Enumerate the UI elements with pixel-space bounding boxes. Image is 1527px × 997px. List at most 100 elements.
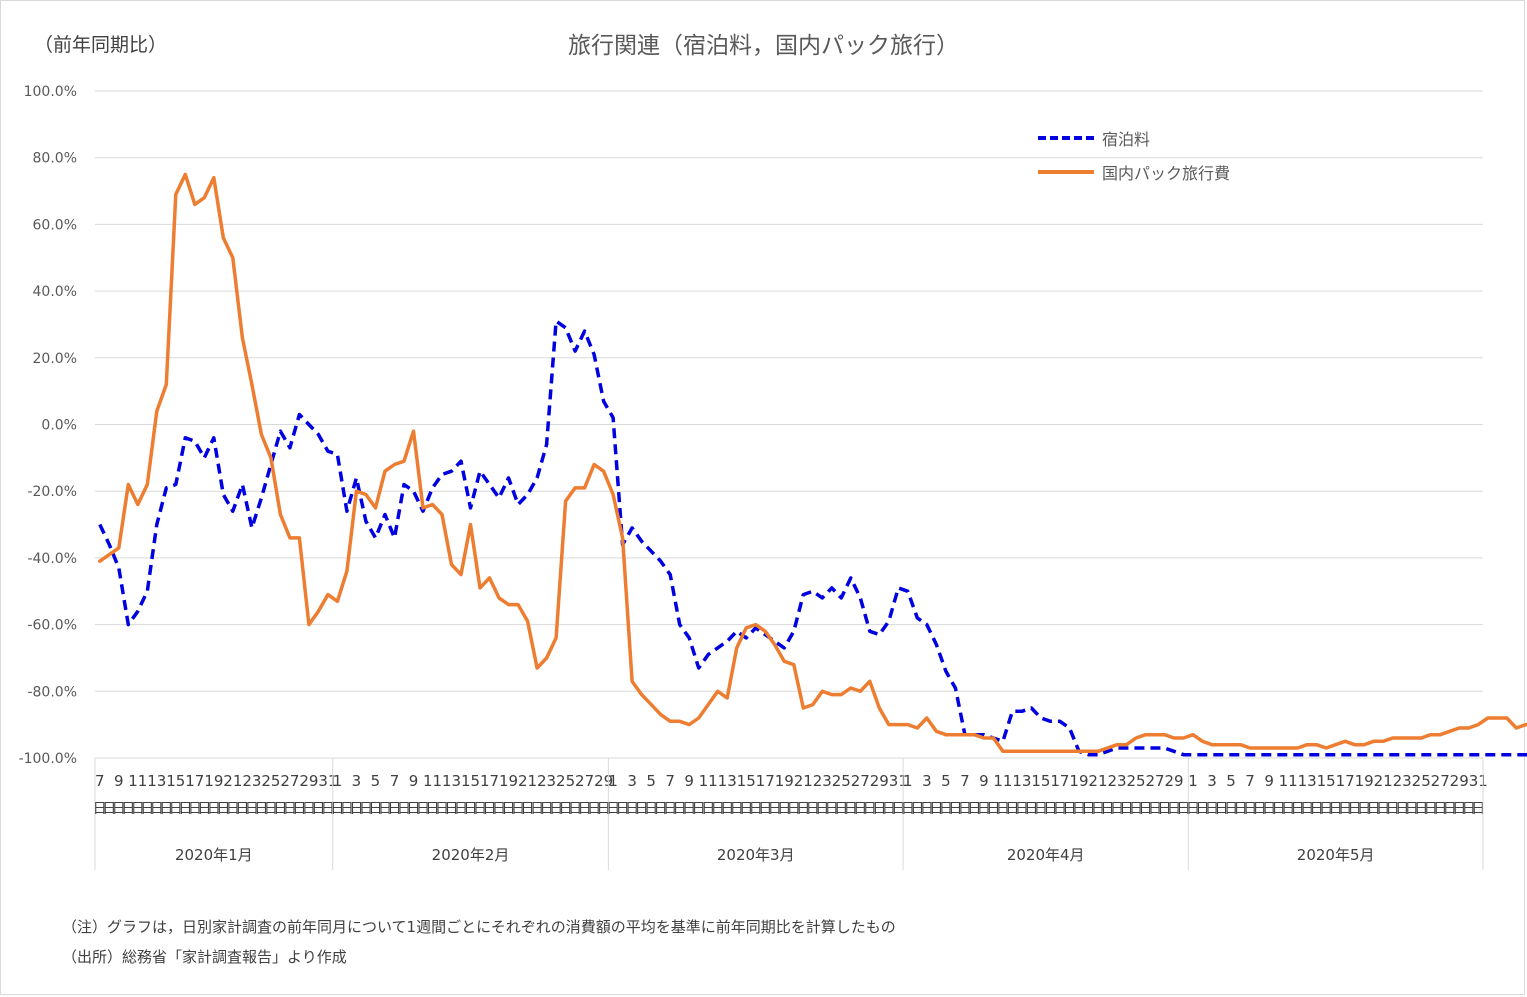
x-tick-day-char: 日 — [1215, 801, 1229, 817]
x-tick-day-char: 日 — [330, 801, 344, 817]
x-tick-day-char: 日 — [606, 801, 620, 817]
x-tick-day-char: 日 — [1424, 801, 1438, 817]
data-point — [460, 460, 463, 463]
chart-title: 旅行関連（宿泊料，国内パック旅行） — [568, 33, 959, 59]
x-tick-day-char: 日 — [521, 801, 535, 817]
data-point — [222, 236, 225, 239]
data-point — [1201, 740, 1204, 743]
data-point — [1439, 753, 1442, 756]
y-tick-label: 0.0% — [41, 418, 77, 434]
data-point — [212, 176, 215, 179]
data-point — [364, 520, 367, 523]
legend-item-shukuhakuryo: 宿泊料 — [1038, 127, 1150, 149]
data-point — [1420, 737, 1423, 740]
data-point — [1382, 753, 1385, 756]
x-tick-day-char: 日 — [863, 801, 877, 817]
data-point — [317, 433, 320, 436]
data-point — [517, 503, 520, 506]
x-tick-day-char: 日 — [1129, 801, 1143, 817]
data-point — [716, 646, 719, 649]
data-point — [650, 703, 653, 706]
data-point — [982, 733, 985, 736]
data-point — [1372, 740, 1375, 743]
x-tick-day-char: 日 — [406, 801, 420, 817]
data-point — [555, 320, 558, 323]
data-point — [849, 576, 852, 579]
x-tick-day-char: 日 — [321, 801, 335, 817]
data-point — [117, 546, 120, 549]
data-point — [878, 633, 881, 636]
x-tick-day-char: 日 — [815, 801, 829, 817]
data-point — [374, 536, 377, 539]
data-point — [612, 416, 615, 419]
x-tick-day-char: 日 — [530, 801, 544, 817]
x-tick-day-char: 日 — [302, 801, 316, 817]
x-tick-day-char: 日 — [454, 801, 468, 817]
data-point — [1163, 747, 1166, 750]
x-tick-day-char: 日 — [559, 801, 573, 817]
x-tick-day-char: 日 — [1300, 801, 1314, 817]
data-point — [1505, 753, 1508, 756]
x-tick-day-label: 23 — [242, 772, 261, 790]
data-point — [802, 593, 805, 596]
x-tick-day-char: 日 — [749, 801, 763, 817]
data-point — [203, 456, 206, 459]
data-point — [165, 486, 168, 489]
x-tick-day-label: 13 — [147, 772, 166, 790]
data-point — [1239, 743, 1242, 746]
data-point — [1477, 723, 1480, 726]
legend-label: 国内パック旅行費 — [1102, 164, 1231, 183]
x-tick-day-char: 日 — [977, 801, 991, 817]
data-point — [1249, 753, 1252, 756]
data-point — [412, 490, 415, 493]
data-point — [925, 623, 928, 626]
x-tick-day-char: 日 — [853, 801, 867, 817]
x-tick-day-char: 日 — [159, 801, 173, 817]
data-point — [555, 636, 558, 639]
x-tick-day-char: 日 — [663, 801, 677, 817]
x-tick-day-char: 日 — [673, 801, 687, 817]
data-point — [374, 506, 377, 509]
x-tick-day-char: 日 — [197, 801, 211, 817]
x-tick-day-char: 日 — [93, 801, 107, 817]
x-tick-day-char: 日 — [349, 801, 363, 817]
x-tick-day-label: 21 — [794, 772, 813, 790]
data-point — [1058, 750, 1061, 753]
data-point — [868, 680, 871, 683]
data-point — [1306, 743, 1309, 746]
x-tick-day-char: 日 — [1186, 801, 1200, 817]
x-tick-day-char: 日 — [1310, 801, 1324, 817]
x-tick-day-label: 29 — [870, 772, 889, 790]
x-tick-day-char: 日 — [1272, 801, 1286, 817]
data-point — [1268, 747, 1271, 750]
data-point — [1030, 707, 1033, 710]
data-point — [355, 490, 358, 493]
x-tick-day-char: 日 — [730, 801, 744, 817]
data-point — [441, 473, 444, 476]
data-point — [1258, 747, 1261, 750]
data-point — [1173, 737, 1176, 740]
data-point — [669, 573, 672, 576]
data-point — [1087, 753, 1090, 756]
data-point — [1268, 753, 1271, 756]
x-tick-day-label: 11 — [128, 772, 147, 790]
data-point — [1001, 740, 1004, 743]
data-point — [1296, 753, 1299, 756]
x-tick-day-char: 日 — [635, 801, 649, 817]
x-tick-day-char: 日 — [311, 801, 325, 817]
data-point — [1125, 743, 1128, 746]
x-tick-day-label: 9 — [114, 772, 124, 790]
data-point — [1410, 753, 1413, 756]
data-point — [897, 723, 900, 726]
x-tick-day-label: 17 — [1336, 772, 1355, 790]
y-tick-label: 40.0% — [33, 284, 77, 300]
data-point — [1353, 743, 1356, 746]
x-tick-day-label: 7 — [665, 772, 675, 790]
x-tick-day-char: 日 — [1414, 801, 1428, 817]
x-tick-day-label: 17 — [185, 772, 204, 790]
data-point — [155, 410, 158, 413]
data-point — [98, 560, 101, 563]
data-point — [184, 436, 187, 439]
data-point — [288, 536, 291, 539]
x-tick-day-char: 日 — [996, 801, 1010, 817]
